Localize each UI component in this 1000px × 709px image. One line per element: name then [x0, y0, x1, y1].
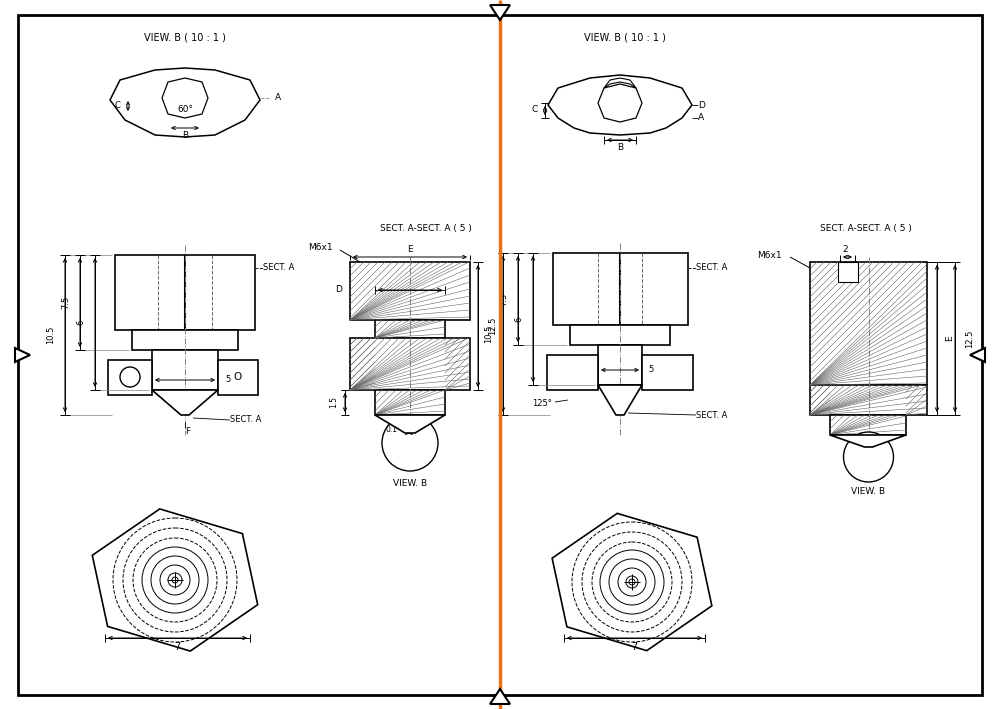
- Text: C: C: [532, 106, 538, 114]
- Bar: [375, 390, 445, 415]
- Bar: [152, 350, 218, 390]
- Text: SECT. A: SECT. A: [696, 411, 727, 420]
- Bar: [218, 360, 258, 395]
- Bar: [547, 355, 598, 390]
- Text: 10.5: 10.5: [484, 325, 493, 343]
- Bar: [642, 355, 693, 390]
- Text: VIEW. B ( 10 : 1 ): VIEW. B ( 10 : 1 ): [144, 33, 226, 43]
- Bar: [598, 345, 642, 385]
- Text: 5: 5: [225, 376, 230, 384]
- Text: 60°: 60°: [177, 106, 193, 114]
- Polygon shape: [598, 385, 642, 415]
- Text: 0.1: 0.1: [386, 425, 398, 435]
- Bar: [838, 262, 858, 282]
- Polygon shape: [552, 513, 712, 651]
- Text: A: A: [698, 113, 704, 123]
- Bar: [810, 385, 927, 415]
- Bar: [350, 262, 470, 320]
- Text: B: B: [182, 131, 188, 140]
- Text: 125°: 125°: [532, 398, 552, 408]
- Circle shape: [844, 432, 894, 482]
- Polygon shape: [162, 78, 208, 118]
- Polygon shape: [598, 84, 642, 122]
- Text: B: B: [617, 143, 623, 152]
- Text: E: E: [407, 245, 413, 255]
- Text: 7: 7: [174, 642, 181, 652]
- Bar: [350, 338, 470, 390]
- Text: 2: 2: [842, 245, 848, 255]
- Text: 1.5: 1.5: [329, 396, 338, 408]
- Polygon shape: [92, 509, 258, 651]
- Bar: [830, 415, 906, 435]
- Polygon shape: [604, 78, 636, 88]
- Text: A: A: [275, 94, 281, 103]
- Text: M6x1: M6x1: [308, 243, 333, 252]
- Bar: [570, 325, 670, 345]
- Text: F: F: [186, 428, 190, 437]
- Text: D: D: [698, 101, 705, 109]
- Polygon shape: [110, 68, 260, 137]
- Text: 7.5: 7.5: [499, 292, 508, 306]
- Text: 5: 5: [648, 366, 653, 374]
- Text: 12.5: 12.5: [488, 317, 497, 335]
- Text: 6: 6: [514, 316, 523, 322]
- Text: D: D: [335, 286, 342, 294]
- Text: C: C: [114, 101, 120, 111]
- Polygon shape: [548, 75, 692, 135]
- Text: 12.5: 12.5: [965, 329, 974, 347]
- Text: VIEW. B: VIEW. B: [393, 479, 427, 488]
- Text: M6x1: M6x1: [757, 250, 782, 259]
- Text: O: O: [234, 372, 242, 382]
- Polygon shape: [490, 689, 510, 704]
- Text: E: E: [945, 335, 954, 341]
- Text: VIEW. B: VIEW. B: [851, 488, 886, 496]
- Polygon shape: [375, 415, 445, 433]
- Text: SECT. A: SECT. A: [696, 264, 727, 272]
- Circle shape: [382, 415, 438, 471]
- Text: VIEW. B ( 10 : 1 ): VIEW. B ( 10 : 1 ): [584, 33, 666, 43]
- Bar: [838, 262, 858, 282]
- Bar: [132, 330, 238, 350]
- Text: SECT. A-SECT. A ( 5 ): SECT. A-SECT. A ( 5 ): [820, 223, 912, 233]
- Polygon shape: [830, 435, 906, 447]
- Polygon shape: [490, 5, 510, 20]
- Text: 7.5: 7.5: [61, 296, 70, 309]
- Polygon shape: [15, 348, 30, 362]
- Bar: [108, 360, 152, 395]
- Bar: [810, 262, 927, 385]
- Bar: [115, 255, 255, 330]
- Bar: [553, 253, 688, 325]
- Text: 7: 7: [631, 642, 638, 652]
- Text: SECT. A: SECT. A: [230, 415, 261, 425]
- Polygon shape: [152, 390, 218, 415]
- Text: 6: 6: [76, 320, 85, 325]
- Text: 10.5: 10.5: [46, 326, 55, 344]
- Bar: [375, 320, 445, 338]
- Circle shape: [120, 367, 140, 387]
- Polygon shape: [970, 348, 985, 362]
- Text: SECT. A: SECT. A: [263, 264, 294, 272]
- Text: SECT. A-SECT. A ( 5 ): SECT. A-SECT. A ( 5 ): [380, 223, 472, 233]
